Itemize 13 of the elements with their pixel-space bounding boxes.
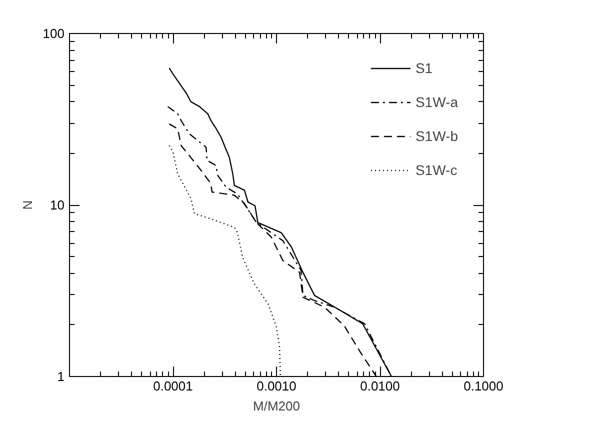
- legend-label: S1W-c: [415, 162, 458, 178]
- x-tick-label: 0.0001: [153, 378, 193, 394]
- x-axis-title: M/M200: [253, 398, 300, 414]
- legend-label: S1: [415, 60, 434, 76]
- x-tick-label: 0.0100: [360, 378, 400, 394]
- y-axis-title: N: [20, 200, 35, 210]
- y-tick-label: 10: [50, 198, 65, 212]
- legend-label: S1W-b: [415, 128, 458, 144]
- y-tick-label: 100: [42, 26, 65, 41]
- x-tick-label: 0.1000: [464, 378, 504, 394]
- y-tick-label: 1: [57, 369, 65, 384]
- x-tick-label: 0.0010: [256, 378, 296, 394]
- legend-label: S1W-a: [415, 94, 458, 110]
